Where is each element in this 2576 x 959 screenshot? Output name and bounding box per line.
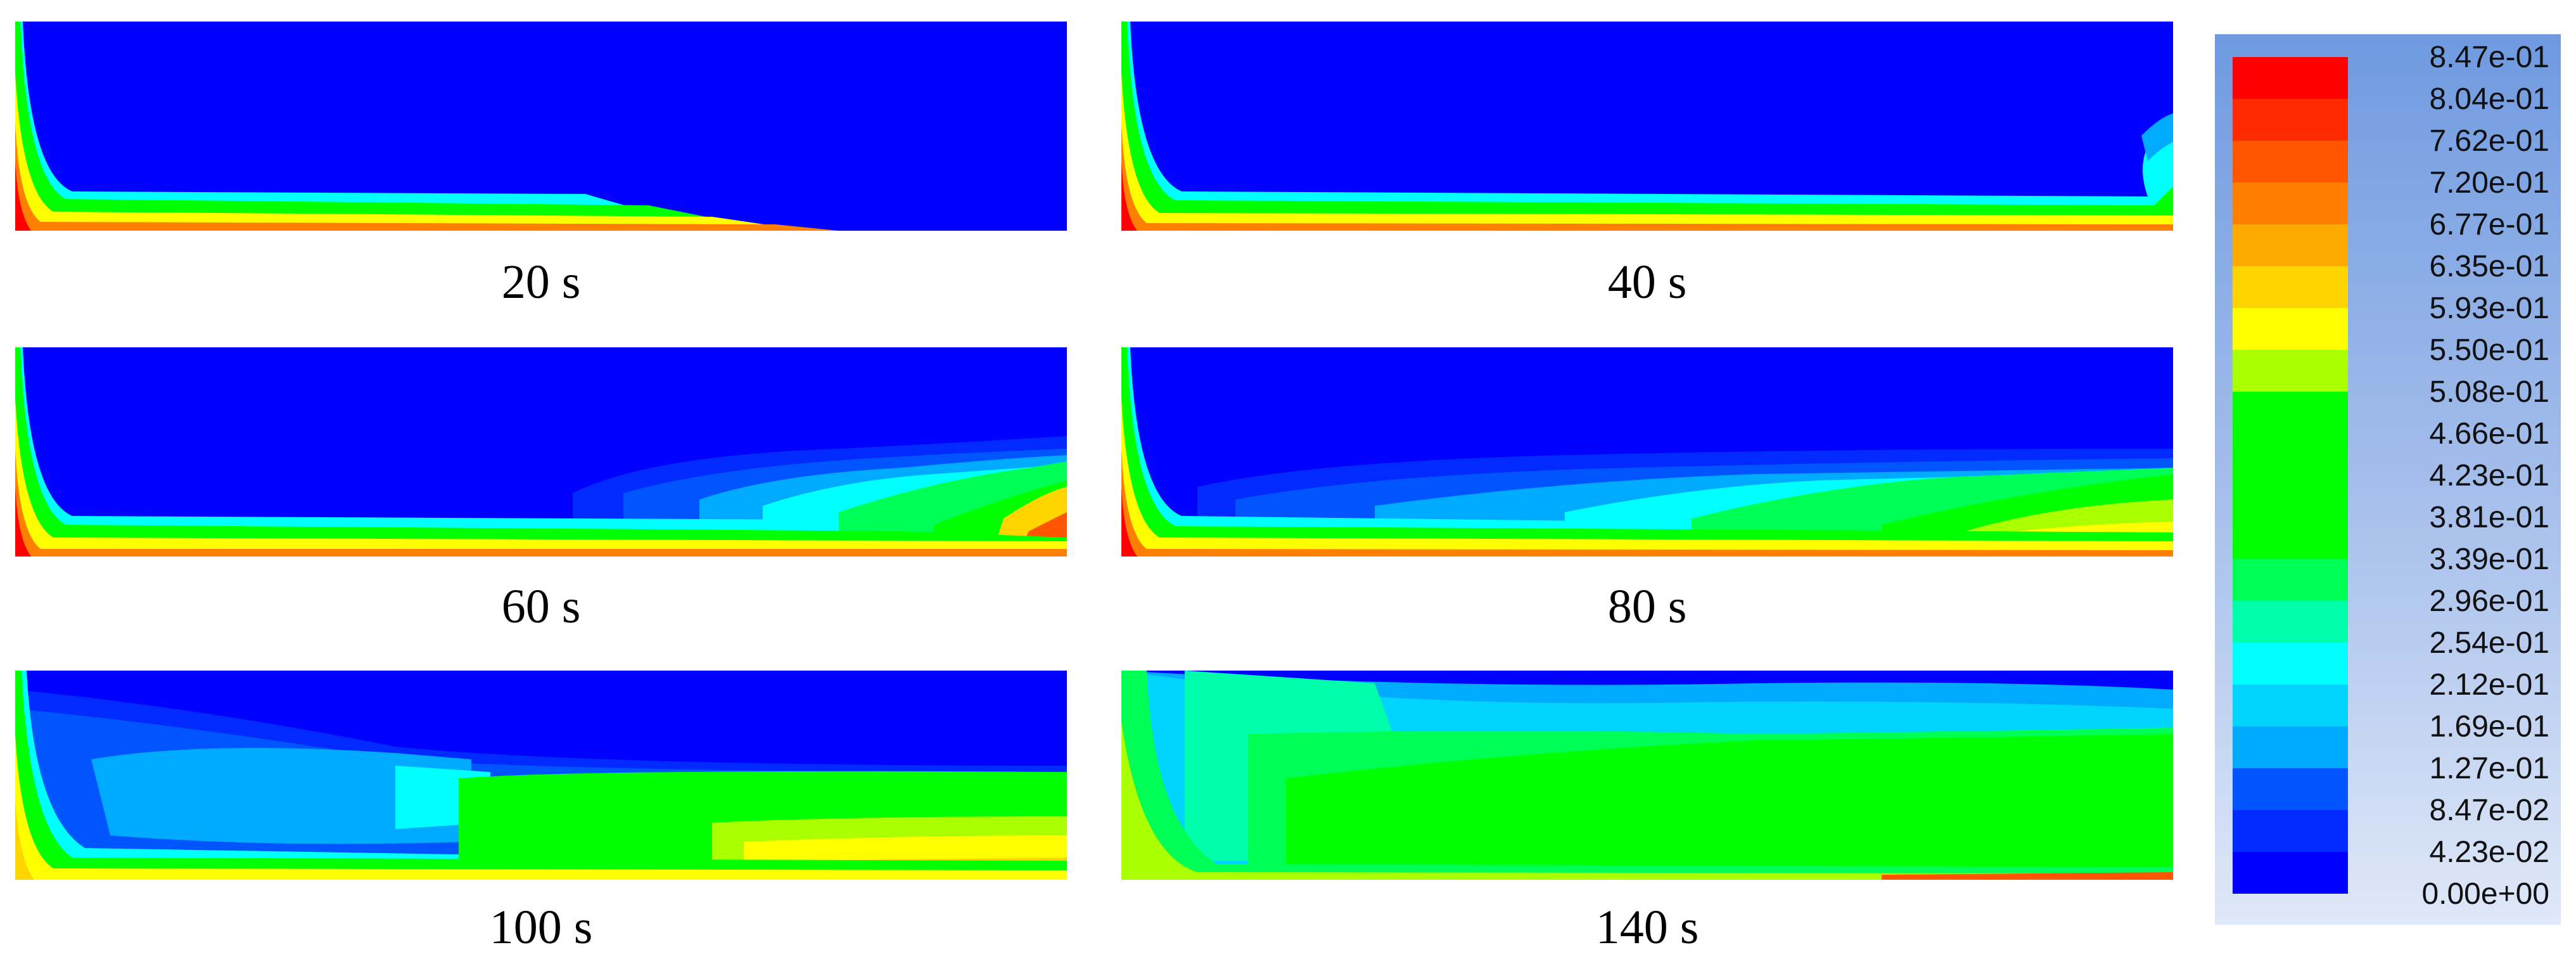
caption-100s: 100 s [489, 901, 593, 954]
legend-swatch [2233, 266, 2348, 308]
caption-40s: 40 s [1607, 255, 1687, 309]
legend-label: 8.04e-01 [2429, 82, 2550, 116]
legend-label: 1.69e-01 [2429, 710, 2550, 743]
legend-label: 1.27e-01 [2429, 752, 2550, 785]
legend-label: 2.96e-01 [2429, 584, 2550, 618]
legend-swatch [2233, 392, 2348, 434]
legend-swatch [2233, 308, 2348, 350]
caption-80s: 80 s [1607, 580, 1687, 633]
caption-140s: 140 s [1595, 901, 1699, 954]
legend-swatch [2233, 224, 2348, 266]
legend-swatch [2233, 141, 2348, 183]
legend-swatch [2233, 434, 2348, 475]
caption-60s: 60 s [501, 580, 581, 633]
legend-swatch [2233, 475, 2348, 517]
legend-swatch [2233, 517, 2348, 559]
legend-label: 5.08e-01 [2429, 375, 2550, 409]
legend-swatch [2233, 350, 2348, 392]
legend-swatch [2233, 643, 2348, 685]
contour-panel-20s [15, 22, 1067, 231]
legend-label: 4.23e-01 [2429, 459, 2550, 492]
legend-swatch [2233, 601, 2348, 643]
legend-label: 8.47e-01 [2429, 41, 2550, 74]
legend-swatch [2233, 726, 2348, 768]
contour-panel-80s [1121, 347, 2173, 557]
legend-label: 6.77e-01 [2429, 208, 2550, 241]
legend-swatch [2233, 57, 2348, 99]
legend-label: 3.39e-01 [2429, 543, 2550, 576]
legend-swatch [2233, 685, 2348, 726]
legend-swatch [2233, 99, 2348, 141]
legend-labels: 8.47e-01 8.04e-01 7.62e-01 7.20e-01 6.77e-01… [2367, 41, 2557, 919]
caption-20s: 20 s [501, 255, 581, 309]
legend-label: 7.20e-01 [2429, 166, 2550, 200]
color-legend: 8.47e-01 8.04e-01 7.62e-01 7.20e-01 6.77e-01… [2215, 34, 2561, 925]
legend-label: 2.54e-01 [2429, 626, 2550, 660]
contour-panel-140s [1121, 671, 2173, 880]
legend-label: 6.35e-01 [2429, 250, 2550, 283]
legend-swatch [2233, 852, 2348, 894]
contour-panel-60s [15, 347, 1067, 557]
contour-panel-40s [1121, 22, 2173, 231]
legend-label: 5.93e-01 [2429, 292, 2550, 325]
legend-label: 7.62e-01 [2429, 124, 2550, 158]
legend-swatch [2233, 559, 2348, 601]
legend-color-bar [2233, 57, 2348, 894]
legend-label: 2.12e-01 [2429, 668, 2550, 702]
legend-swatch [2233, 810, 2348, 852]
legend-label: 0.00e+00 [2421, 877, 2549, 911]
legend-label: 3.81e-01 [2429, 501, 2550, 534]
legend-label: 4.23e-02 [2429, 835, 2550, 869]
legend-label: 8.47e-02 [2429, 794, 2550, 827]
contour-panel-100s [15, 671, 1067, 880]
legend-swatch [2233, 183, 2348, 224]
legend-label: 5.50e-01 [2429, 333, 2550, 367]
legend-swatch [2233, 768, 2348, 810]
legend-label: 4.66e-01 [2429, 417, 2550, 451]
